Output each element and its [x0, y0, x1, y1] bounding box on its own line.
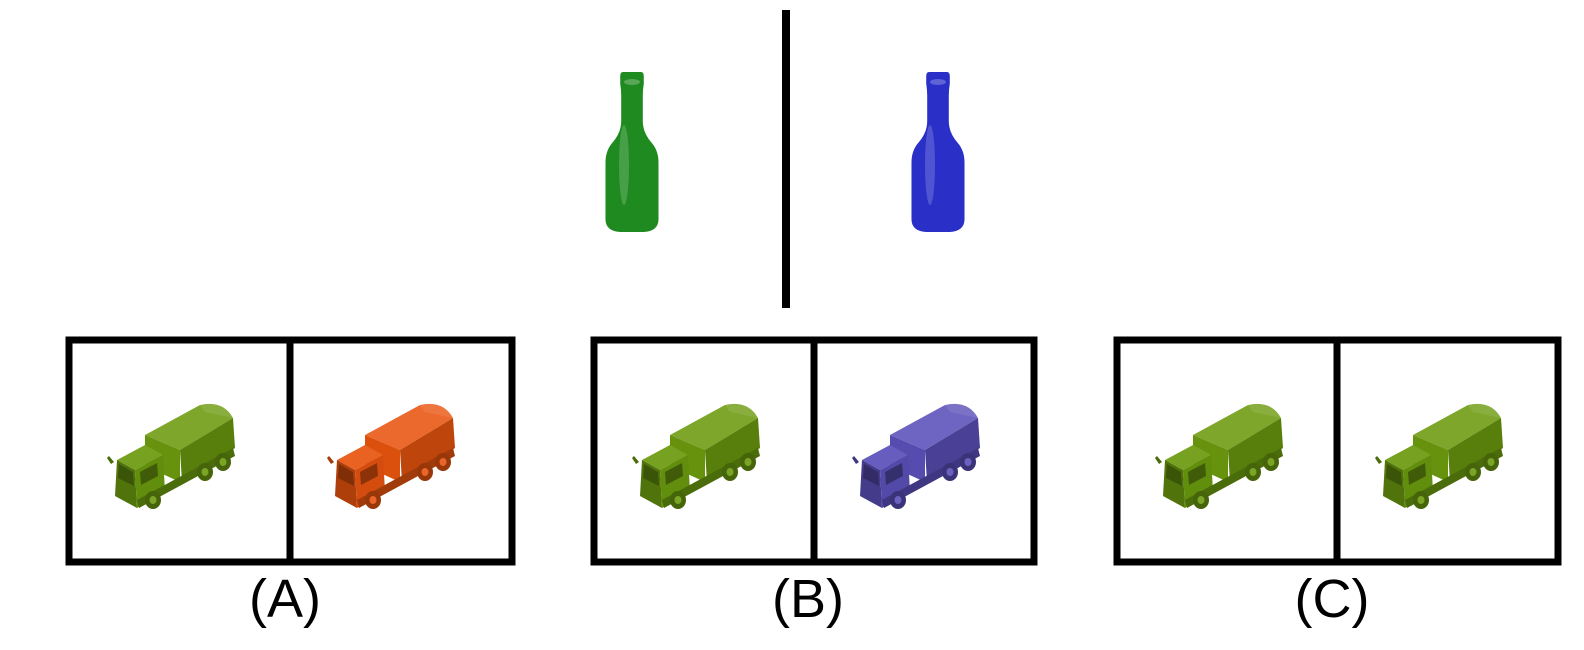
option-a-label: (A) [249, 569, 321, 629]
option-b-label: (B) [772, 569, 844, 629]
options: (A) (B) (C) [65, 336, 1562, 629]
option-c-right-truck-icon [1375, 403, 1503, 509]
option-b[interactable]: (B) [590, 336, 1038, 629]
prompt-pair [605, 10, 965, 308]
left-bottle-icon [605, 72, 659, 233]
option-b-left-truck-icon [632, 403, 760, 509]
option-b-right-truck-icon [852, 403, 980, 509]
option-a-left-truck-icon [107, 403, 235, 509]
option-c-label: (C) [1295, 569, 1370, 629]
option-a[interactable]: (A) [65, 336, 516, 629]
right-bottle-icon [911, 72, 965, 233]
option-c[interactable]: (C) [1113, 336, 1562, 629]
option-c-left-truck-icon [1155, 403, 1283, 509]
option-a-right-truck-icon [327, 403, 455, 509]
